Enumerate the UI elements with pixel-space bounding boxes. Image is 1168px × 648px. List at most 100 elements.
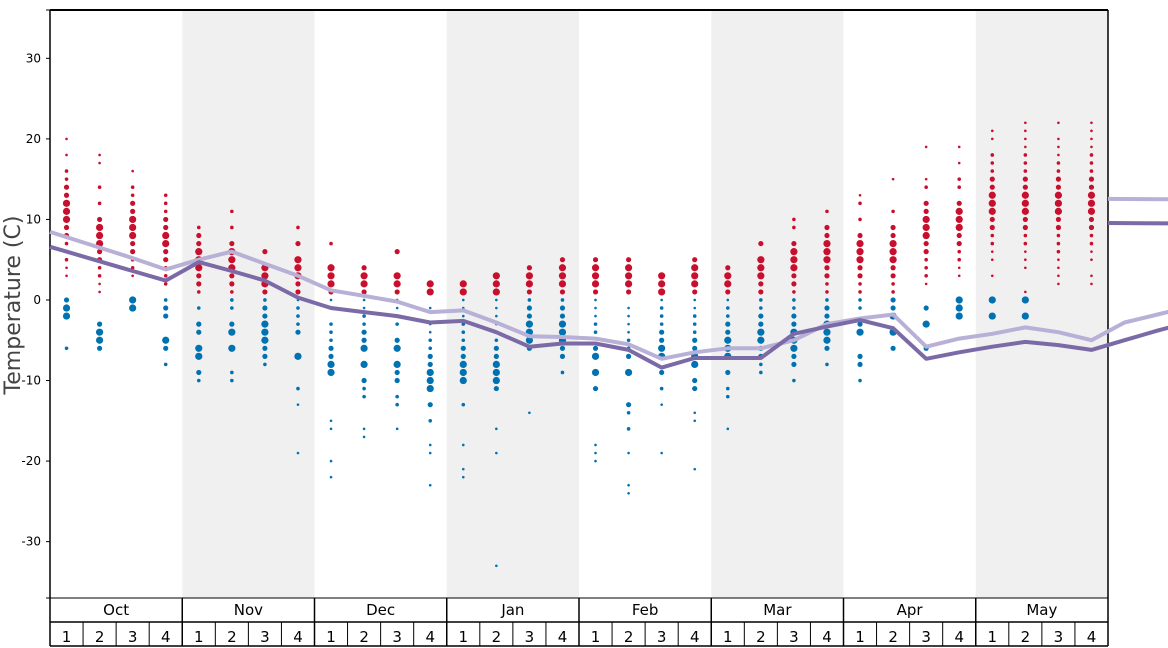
high-point <box>65 137 68 141</box>
low-point <box>725 306 730 310</box>
low-point <box>461 475 465 479</box>
low-point <box>196 369 202 376</box>
low-point <box>824 305 830 311</box>
low-point <box>692 322 697 326</box>
low-point <box>329 475 333 479</box>
high-point <box>858 193 862 197</box>
high-point <box>691 280 699 288</box>
low-point <box>460 353 466 359</box>
high-point <box>64 169 69 173</box>
week-label: 1 <box>459 628 469 646</box>
y-tick-label: 20 <box>26 132 41 146</box>
low-point <box>262 313 268 319</box>
low-point <box>426 376 434 385</box>
low-point <box>229 321 235 327</box>
high-point <box>163 193 168 198</box>
high-point <box>492 272 500 280</box>
low-point <box>428 483 432 487</box>
high-point <box>792 217 796 222</box>
low-point <box>262 345 268 351</box>
low-point <box>593 330 598 334</box>
low-point <box>361 377 367 384</box>
week-label: 4 <box>425 628 435 646</box>
month-label-mar: Mar <box>763 601 792 619</box>
low-point <box>163 305 169 311</box>
low-point <box>725 394 730 399</box>
high-point <box>1024 129 1027 133</box>
low-point <box>658 344 666 352</box>
high-point <box>1057 137 1060 141</box>
low-point <box>858 378 862 383</box>
high-point <box>1054 207 1063 215</box>
high-point <box>924 257 928 262</box>
high-point <box>858 201 862 206</box>
low-point <box>295 329 301 335</box>
high-point <box>558 280 567 288</box>
low-point <box>922 320 930 328</box>
low-point <box>393 360 401 369</box>
high-point <box>1087 191 1096 199</box>
high-point <box>459 288 467 296</box>
week-label: 3 <box>657 628 667 646</box>
high-point <box>988 191 996 199</box>
low-point <box>759 370 763 375</box>
high-point <box>62 215 71 224</box>
low-point <box>395 322 399 326</box>
high-point <box>64 177 69 181</box>
high-point <box>989 184 995 190</box>
low-point <box>725 314 730 318</box>
low-point <box>228 328 236 336</box>
low-point <box>362 298 366 302</box>
high-point <box>1054 199 1063 207</box>
low-point <box>1021 296 1029 304</box>
low-point <box>395 394 399 399</box>
high-point <box>624 280 633 288</box>
low-point <box>296 322 300 326</box>
high-point <box>858 217 862 222</box>
month-label-apr: Apr <box>897 601 924 619</box>
high-point <box>97 185 102 190</box>
high-point <box>1087 199 1096 207</box>
high-point <box>196 232 202 239</box>
high-point <box>1057 274 1060 278</box>
high-point <box>1023 241 1028 246</box>
low-point <box>428 338 433 343</box>
high-point <box>426 288 434 296</box>
high-point <box>757 272 765 280</box>
high-point <box>591 272 600 280</box>
low-point <box>328 353 334 359</box>
high-point <box>989 176 995 182</box>
high-point <box>294 264 302 272</box>
high-point <box>65 153 68 157</box>
high-point <box>393 280 401 288</box>
high-point <box>891 177 895 181</box>
high-point <box>1057 266 1060 270</box>
low-point <box>492 376 500 385</box>
high-point <box>130 249 136 255</box>
low-point <box>627 322 630 326</box>
low-point <box>163 362 168 367</box>
low-point <box>626 338 631 343</box>
high-point <box>394 289 400 295</box>
high-point <box>96 249 103 255</box>
high-point <box>990 129 994 133</box>
low-point <box>594 298 597 302</box>
low-point <box>560 298 565 302</box>
low-point <box>360 344 368 352</box>
high-point <box>891 282 895 286</box>
low-point <box>162 336 170 344</box>
low-point <box>594 451 597 455</box>
high-point <box>1090 129 1093 133</box>
high-point <box>957 257 962 262</box>
month-label-feb: Feb <box>632 601 659 619</box>
high-point <box>162 231 170 240</box>
low-point <box>459 368 467 377</box>
week-label: 4 <box>558 628 568 646</box>
low-point <box>559 353 566 359</box>
high-point <box>261 272 269 280</box>
high-point <box>163 201 168 206</box>
scatter-points <box>62 121 1096 568</box>
high-point <box>758 289 764 295</box>
high-point <box>129 215 137 224</box>
high-point <box>1090 282 1093 286</box>
